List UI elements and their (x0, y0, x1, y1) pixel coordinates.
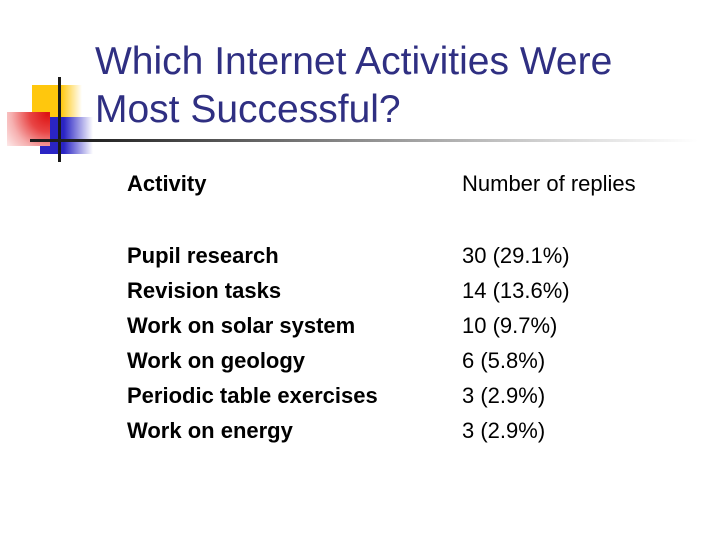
table-header-row: Activity Number of replies (127, 170, 687, 198)
activity-cell: Revision tasks (127, 278, 282, 303)
column-header-activity: Activity (127, 171, 207, 196)
activity-cell: Work on solar system (127, 313, 356, 338)
title-underline-rule (30, 139, 698, 142)
replies-cell: 3 (2.9%) (462, 383, 546, 408)
activity-table: Activity Number of replies Pupil researc… (127, 170, 687, 448)
table-row: Work on geology 6 (5.8%) (127, 343, 687, 378)
activity-cell: Pupil research (127, 243, 279, 268)
table-row: Pupil research 30 (29.1%) (127, 238, 687, 273)
replies-cell: 6 (5.8%) (462, 348, 546, 373)
table-row: Work on energy 3 (2.9%) (127, 413, 687, 448)
activity-cell: Work on energy (127, 418, 293, 443)
table-row: Periodic table exercises 3 (2.9%) (127, 378, 687, 413)
activity-cell: Work on geology (127, 348, 306, 373)
table-body: Pupil research 30 (29.1%) Revision tasks… (127, 238, 687, 448)
crosshair-vertical-line (58, 77, 61, 162)
replies-cell: 14 (13.6%) (462, 278, 570, 303)
slide-title-line-2: Most Successful? (95, 88, 401, 131)
slide-title: Which Internet Activities Were Most Succ… (95, 38, 710, 134)
slide-title-line-1: Which Internet Activities Were (95, 40, 613, 83)
column-header-replies: Number of replies (462, 171, 636, 196)
activity-cell: Periodic table exercises (127, 383, 378, 408)
table-row: Work on solar system 10 (9.7%) (127, 308, 687, 343)
replies-cell: 30 (29.1%) (462, 243, 570, 268)
table-row: Revision tasks 14 (13.6%) (127, 273, 687, 308)
accent-yellow-square (32, 85, 82, 117)
replies-cell: 3 (2.9%) (462, 418, 546, 443)
replies-cell: 10 (9.7%) (462, 313, 558, 338)
